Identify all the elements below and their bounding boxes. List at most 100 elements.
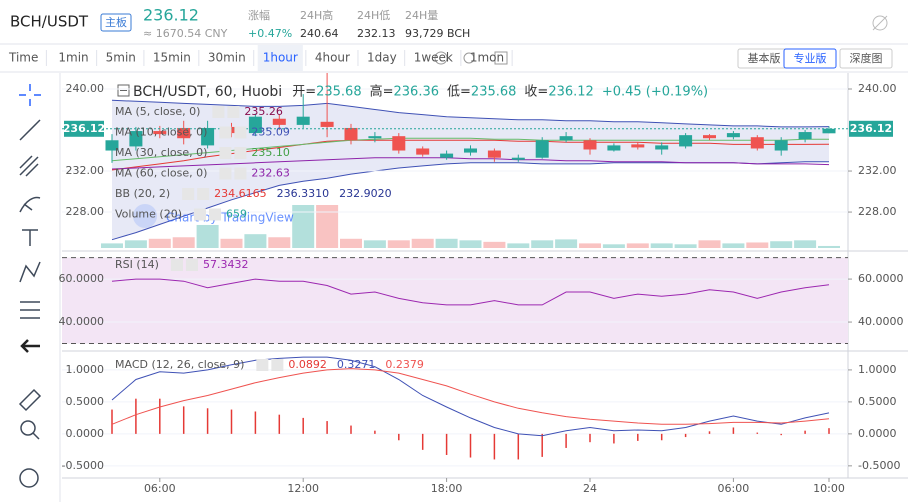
volume-bar xyxy=(722,243,745,248)
board: 主板 xyxy=(105,15,127,29)
candle-body xyxy=(726,133,740,138)
legend-icon xyxy=(194,208,206,221)
volume-bar xyxy=(650,243,673,248)
toolbar-icons xyxy=(434,51,508,65)
volume-bar xyxy=(411,238,434,248)
interval-button[interactable]: 15min xyxy=(153,51,191,65)
volume-bar xyxy=(507,243,530,248)
zoom-tool-handle xyxy=(32,432,40,440)
candle-body xyxy=(583,140,597,150)
pane-title: MACD (12, 26, close, 9) xyxy=(115,358,244,371)
settings-icon[interactable] xyxy=(872,15,888,31)
signal-line xyxy=(111,368,830,425)
candle-body xyxy=(105,140,119,151)
x-tick-label: 10:00 xyxy=(813,482,845,495)
y-tick-label: 1.0000 xyxy=(858,363,897,376)
settings-icon-slash xyxy=(872,15,888,31)
view-button[interactable] xyxy=(839,48,893,69)
legend-value: 659 xyxy=(226,208,247,221)
legend-label: MA (60, close, 0) xyxy=(115,167,207,180)
y-tick-label: -0.5000 xyxy=(858,459,900,472)
y-tick-label: 228.00 xyxy=(858,205,897,218)
fib-tool[interactable] xyxy=(19,155,39,177)
interval-button[interactable]: 1day xyxy=(367,51,397,65)
legend-value: 234.6165 xyxy=(214,187,267,200)
legend-icon xyxy=(219,126,232,139)
watermark-logo xyxy=(133,204,157,228)
interval-button[interactable]: 1week xyxy=(414,51,453,65)
plot-area xyxy=(101,73,840,248)
candle-body xyxy=(392,136,406,151)
text-tool[interactable] xyxy=(22,229,38,246)
zoom-tool[interactable] xyxy=(20,420,36,436)
candle-body xyxy=(655,145,669,150)
interval-button[interactable]: 1hour xyxy=(263,51,298,65)
indicator-line xyxy=(111,157,830,170)
back-tool[interactable] xyxy=(20,339,40,353)
high-label: 24H高 xyxy=(300,8,333,22)
interval-button[interactable]: 1mon xyxy=(470,51,504,65)
y-tick-label: 0.0000 xyxy=(858,427,897,440)
y-tick-label: 232.00 xyxy=(858,164,897,177)
ohlc-label: 低= xyxy=(447,85,471,100)
candle-body xyxy=(703,135,716,139)
legend-value: 232.63 xyxy=(251,167,290,180)
legend-icon xyxy=(170,259,183,271)
candle-body xyxy=(464,148,477,153)
volume-bar xyxy=(698,240,721,248)
legend-value: 235.09 xyxy=(251,126,290,139)
indicator-line xyxy=(111,137,829,162)
crosshair-tool[interactable] xyxy=(19,84,41,106)
y-tick-label: 240.00 xyxy=(858,82,897,95)
candle-body xyxy=(344,127,358,141)
legend-icon xyxy=(197,188,210,200)
candle-body xyxy=(129,131,143,147)
volume-bar xyxy=(196,224,219,248)
volume-bar xyxy=(626,243,649,248)
interval-button[interactable]: 1min xyxy=(58,51,88,65)
volume-bar xyxy=(387,240,410,248)
candle-body xyxy=(679,135,693,147)
candle-body xyxy=(511,157,525,160)
y-tick-label-left: 228.00 xyxy=(66,205,105,218)
legend-label: Volume (20) xyxy=(115,208,182,221)
ohlc-label: 收= xyxy=(524,85,548,100)
magnet-tool[interactable] xyxy=(19,468,39,488)
volume-bar xyxy=(220,238,243,248)
rsi-line xyxy=(111,278,830,306)
view-button[interactable] xyxy=(783,48,837,69)
price-tag xyxy=(849,120,893,137)
trendline-tool[interactable] xyxy=(19,119,41,141)
pattern-tool[interactable] xyxy=(19,261,41,283)
interval-button[interactable]: Time xyxy=(8,51,38,65)
y-tick-label-left: 232.00 xyxy=(66,164,105,177)
view-button-label: 专业版 xyxy=(794,51,827,65)
interval-button[interactable]: 30min xyxy=(208,51,246,65)
measure-tool[interactable] xyxy=(18,388,42,412)
candle-body xyxy=(296,116,310,125)
prediction-tool[interactable] xyxy=(20,301,40,319)
price-tag xyxy=(64,120,104,137)
volume-bar xyxy=(292,205,315,248)
change-label: 涨幅 xyxy=(248,9,270,22)
candle-body xyxy=(416,148,430,155)
settings-icon[interactable] xyxy=(463,52,475,64)
volume-bar xyxy=(483,241,506,248)
interval-active xyxy=(257,45,303,71)
legend-icon xyxy=(227,106,240,118)
candle-body xyxy=(368,136,382,139)
legend-value: 235.26 xyxy=(244,105,283,118)
volume-bar xyxy=(316,205,339,248)
volume-bar xyxy=(818,245,840,248)
brush-tool[interactable] xyxy=(19,196,41,213)
interval-button[interactable]: 5min xyxy=(106,51,136,65)
indicator-icon[interactable] xyxy=(434,51,448,65)
interval-button[interactable]: 4hour xyxy=(315,51,350,65)
legend-label: MA (5, close, 0) xyxy=(115,105,200,118)
volume-bar xyxy=(770,241,793,248)
x-tick-label: 24 xyxy=(583,482,597,495)
screenshot-icon[interactable] xyxy=(494,51,508,65)
legend-label: MA (10, close, 0) xyxy=(115,126,207,139)
y-tick-label-left: 60.0000 xyxy=(59,272,105,285)
